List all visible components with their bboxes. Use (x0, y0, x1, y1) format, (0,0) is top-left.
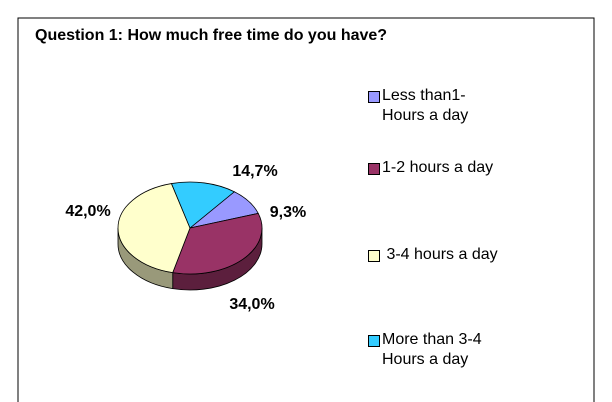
legend-label: 3-4 hours a day (382, 246, 498, 263)
data-label: 9,3% (270, 204, 306, 221)
pie-slice (170, 181, 236, 229)
data-label: 14,7% (232, 163, 277, 180)
legend-swatch (368, 335, 380, 347)
legend-label: More than 3-4 Hours a day (382, 331, 487, 368)
chart-title: Question 1: How much free time do you ha… (35, 27, 387, 44)
legend-swatch (368, 91, 380, 103)
legend-swatch (368, 163, 380, 175)
chart-border (17, 17, 595, 402)
data-label: 34,0% (229, 296, 274, 313)
pie-slice (172, 212, 263, 275)
data-label: 42,0% (65, 203, 110, 220)
legend-label: 1-2 hours a day (382, 159, 494, 176)
pie-slice (117, 183, 191, 274)
legend-label: Less than1- Hours a day (382, 87, 471, 124)
legend-swatch (368, 250, 380, 262)
